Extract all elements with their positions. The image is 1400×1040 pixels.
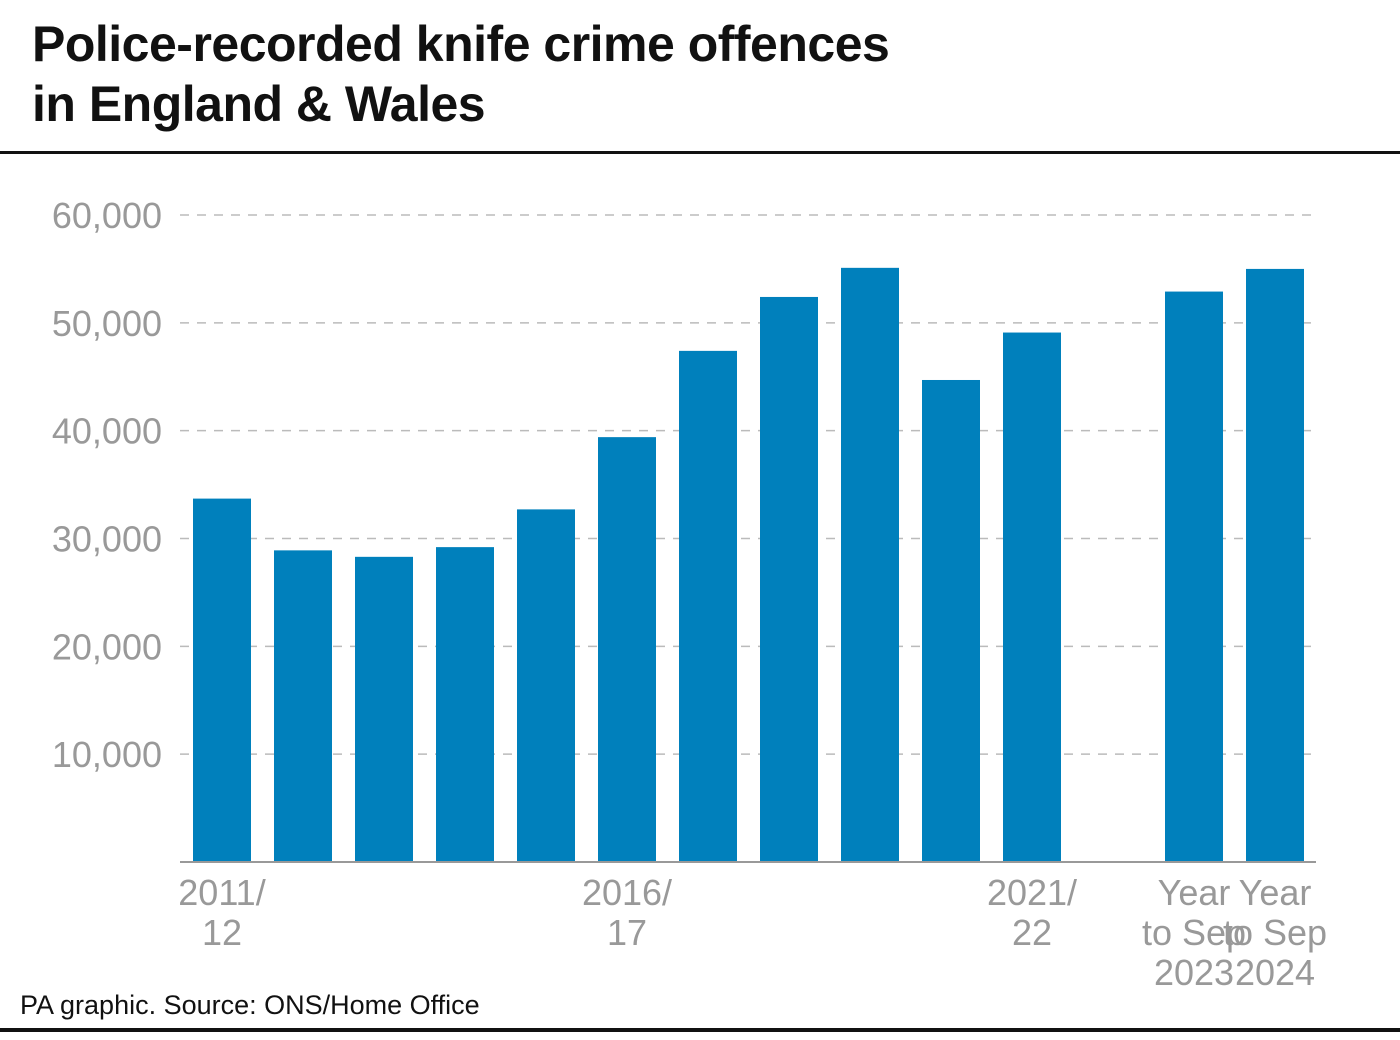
bar-year-to-sep-2023 (1165, 291, 1223, 863)
x-tick-label: 2011/12 (178, 872, 265, 953)
x-tick-label-line: 2021/ (987, 872, 1077, 913)
bar-chart: 10,000 20,000 30,000 40,000 50,000 60,000 201… (52, 195, 1327, 990)
x-tick-label-line: 2023 (1154, 952, 1234, 990)
bar-2017-18 (679, 350, 737, 862)
bar-2019-20 (841, 267, 899, 862)
x-tick-label-line: 2011/ (178, 872, 265, 913)
chart-title-line-2: in England & Wales (32, 76, 486, 132)
chart-title: Police-recorded knife crime offences in … (32, 14, 890, 134)
x-tick-label-line: 2016/ (582, 872, 672, 913)
bar-2014-15 (436, 547, 494, 862)
x-tick-label-line: 12 (202, 912, 242, 953)
x-tick-label: Year to Sep 2023 (1142, 872, 1246, 990)
x-tick-label-line: Year (1158, 872, 1231, 913)
y-tick-label: 10,000 (52, 734, 162, 775)
y-tick-label: 50,000 (52, 303, 162, 344)
bar-2011-12 (193, 498, 251, 862)
bars (193, 267, 1304, 863)
bar-2012-13 (274, 550, 332, 862)
y-tick-labels: 10,000 20,000 30,000 40,000 50,000 60,000 (52, 195, 162, 775)
x-tick-label-line: 22 (1012, 912, 1052, 953)
y-tick-label: 40,000 (52, 411, 162, 452)
bar-2020-21 (922, 379, 980, 862)
x-tick-label-line: to Sep (1223, 912, 1327, 953)
x-tick-label: 2021/22 (987, 872, 1077, 953)
bar-2021-22 (1003, 332, 1061, 862)
source-note: PA graphic. Source: ONS/Home Office (20, 990, 480, 1020)
x-tick-label: 2016/17 (582, 872, 672, 953)
bar-2018-19 (760, 296, 818, 862)
x-tick-label-line: to Sep (1142, 912, 1246, 953)
chart-title-line-1: Police-recorded knife crime offences (32, 16, 890, 72)
bar-2013-14 (355, 556, 413, 862)
top-divider (0, 151, 1400, 154)
x-tick-label-line: 17 (607, 912, 647, 953)
bar-year-to-sep-2024 (1246, 268, 1304, 863)
bar-2016-17 (598, 437, 656, 862)
y-tick-label: 30,000 (52, 519, 162, 560)
y-tick-label: 60,000 (52, 195, 162, 236)
bar-2015-16 (517, 509, 575, 862)
x-tick-label: Year to Sep 2024 (1223, 872, 1327, 990)
bottom-divider (0, 1028, 1400, 1032)
x-tick-label-line: Year (1239, 872, 1312, 913)
y-tick-label: 20,000 (52, 626, 162, 667)
x-tick-label-line: 2024 (1235, 952, 1315, 990)
gridlines (180, 214, 1316, 755)
